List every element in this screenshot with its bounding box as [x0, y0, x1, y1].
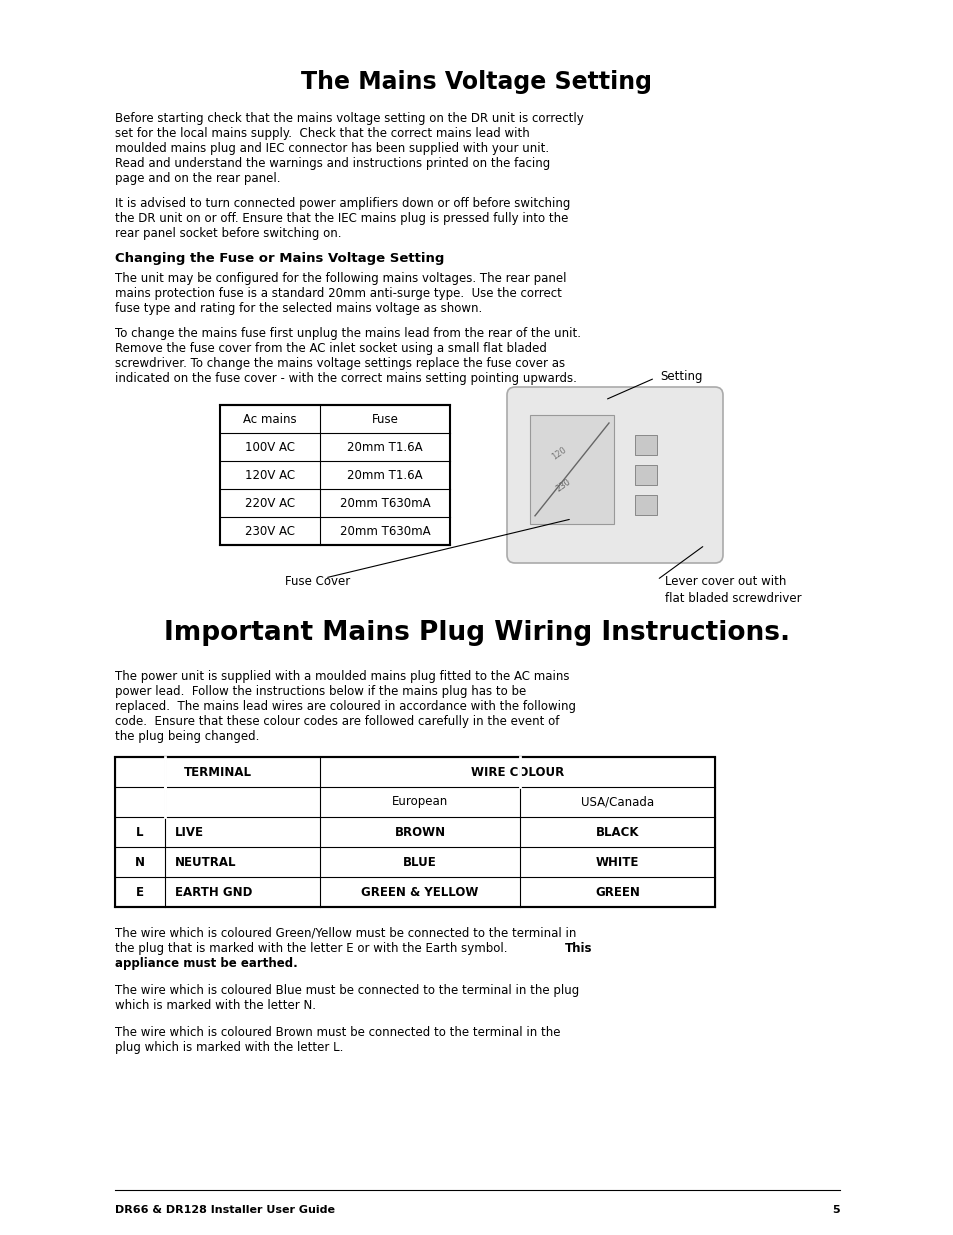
Bar: [635, 495, 657, 515]
Text: This: This: [564, 942, 592, 955]
Text: NEUTRAL: NEUTRAL: [174, 856, 236, 868]
FancyBboxPatch shape: [506, 387, 722, 563]
Text: Before starting check that the mains voltage setting on the DR unit is correctly: Before starting check that the mains vol…: [115, 112, 583, 125]
Text: fuse type and rating for the selected mains voltage as shown.: fuse type and rating for the selected ma…: [115, 303, 482, 315]
Text: 20mm T1.6A: 20mm T1.6A: [347, 468, 422, 482]
Text: USA/Canada: USA/Canada: [580, 795, 654, 809]
Text: European: European: [392, 795, 448, 809]
Text: The power unit is supplied with a moulded mains plug fitted to the AC mains: The power unit is supplied with a moulde…: [115, 671, 569, 683]
Text: moulded mains plug and IEC connector has been supplied with your unit.: moulded mains plug and IEC connector has…: [115, 142, 549, 156]
Text: 120V AC: 120V AC: [245, 468, 294, 482]
Bar: [635, 435, 657, 454]
Text: Fuse: Fuse: [371, 412, 398, 426]
Text: The wire which is coloured Green/Yellow must be connected to the terminal in: The wire which is coloured Green/Yellow …: [115, 927, 576, 940]
Text: It is advised to turn connected power amplifiers down or off before switching: It is advised to turn connected power am…: [115, 198, 570, 210]
Text: the DR unit on or off. Ensure that the IEC mains plug is pressed fully into the: the DR unit on or off. Ensure that the I…: [115, 212, 568, 225]
Text: the plug being changed.: the plug being changed.: [115, 730, 259, 743]
Text: page and on the rear panel.: page and on the rear panel.: [115, 172, 280, 185]
Text: 230: 230: [554, 478, 572, 494]
Text: Fuse Cover: Fuse Cover: [285, 576, 350, 588]
Text: WHITE: WHITE: [596, 856, 639, 868]
Text: GREEN & YELLOW: GREEN & YELLOW: [361, 885, 478, 899]
Text: 20mm T630mA: 20mm T630mA: [339, 496, 430, 510]
Bar: [115, 757, 714, 906]
Text: plug which is marked with the letter L.: plug which is marked with the letter L.: [115, 1041, 343, 1053]
Text: Changing the Fuse or Mains Voltage Setting: Changing the Fuse or Mains Voltage Setti…: [115, 252, 444, 266]
Text: LIVE: LIVE: [174, 825, 204, 839]
Text: 120: 120: [550, 445, 568, 462]
Bar: [635, 466, 657, 485]
Text: Setting: Setting: [659, 370, 701, 383]
Text: Read and understand the warnings and instructions printed on the facing: Read and understand the warnings and ins…: [115, 157, 550, 170]
Text: which is marked with the letter N.: which is marked with the letter N.: [115, 999, 315, 1011]
Bar: [530, 415, 614, 524]
Text: Lever cover out with: Lever cover out with: [664, 576, 785, 588]
Text: N: N: [135, 856, 145, 868]
Bar: [220, 405, 450, 545]
Text: replaced.  The mains lead wires are coloured in accordance with the following: replaced. The mains lead wires are colou…: [115, 700, 576, 713]
Text: flat bladed screwdriver: flat bladed screwdriver: [664, 592, 801, 605]
Text: E: E: [136, 885, 144, 899]
Text: L: L: [136, 825, 144, 839]
Text: GREEN: GREEN: [595, 885, 639, 899]
Text: BLACK: BLACK: [595, 825, 639, 839]
Text: appliance must be earthed.: appliance must be earthed.: [115, 957, 297, 969]
Text: 20mm T630mA: 20mm T630mA: [339, 525, 430, 537]
Text: Remove the fuse cover from the AC inlet socket using a small flat bladed: Remove the fuse cover from the AC inlet …: [115, 342, 546, 354]
Text: WIRE COLOUR: WIRE COLOUR: [471, 766, 563, 778]
Text: code.  Ensure that these colour codes are followed carefully in the event of: code. Ensure that these colour codes are…: [115, 715, 558, 727]
Text: EARTH GND: EARTH GND: [174, 885, 253, 899]
Text: BLUE: BLUE: [403, 856, 436, 868]
Text: mains protection fuse is a standard 20mm anti-surge type.  Use the correct: mains protection fuse is a standard 20mm…: [115, 287, 561, 300]
Text: 5: 5: [832, 1205, 840, 1215]
Text: 100V AC: 100V AC: [245, 441, 294, 453]
Text: BROWN: BROWN: [394, 825, 445, 839]
Text: TERMINAL: TERMINAL: [183, 766, 252, 778]
Text: indicated on the fuse cover - with the correct mains setting pointing upwards.: indicated on the fuse cover - with the c…: [115, 372, 577, 385]
Text: Important Mains Plug Wiring Instructions.: Important Mains Plug Wiring Instructions…: [164, 620, 789, 646]
Text: The unit may be configured for the following mains voltages. The rear panel: The unit may be configured for the follo…: [115, 272, 566, 285]
Text: the plug that is marked with the letter E or with the Earth symbol.: the plug that is marked with the letter …: [115, 942, 515, 955]
Text: The wire which is coloured Brown must be connected to the terminal in the: The wire which is coloured Brown must be…: [115, 1026, 560, 1039]
Text: set for the local mains supply.  Check that the correct mains lead with: set for the local mains supply. Check th…: [115, 127, 529, 140]
Text: Ac mains: Ac mains: [243, 412, 296, 426]
Text: 220V AC: 220V AC: [245, 496, 294, 510]
Text: 20mm T1.6A: 20mm T1.6A: [347, 441, 422, 453]
Text: The wire which is coloured Blue must be connected to the terminal in the plug: The wire which is coloured Blue must be …: [115, 984, 578, 997]
Text: 230V AC: 230V AC: [245, 525, 294, 537]
Text: DR66 & DR128 Installer User Guide: DR66 & DR128 Installer User Guide: [115, 1205, 335, 1215]
Text: power lead.  Follow the instructions below if the mains plug has to be: power lead. Follow the instructions belo…: [115, 685, 526, 698]
Text: The Mains Voltage Setting: The Mains Voltage Setting: [301, 70, 652, 94]
Text: rear panel socket before switching on.: rear panel socket before switching on.: [115, 227, 341, 240]
Text: To change the mains fuse first unplug the mains lead from the rear of the unit.: To change the mains fuse first unplug th…: [115, 327, 580, 340]
Text: screwdriver. To change the mains voltage settings replace the fuse cover as: screwdriver. To change the mains voltage…: [115, 357, 564, 370]
